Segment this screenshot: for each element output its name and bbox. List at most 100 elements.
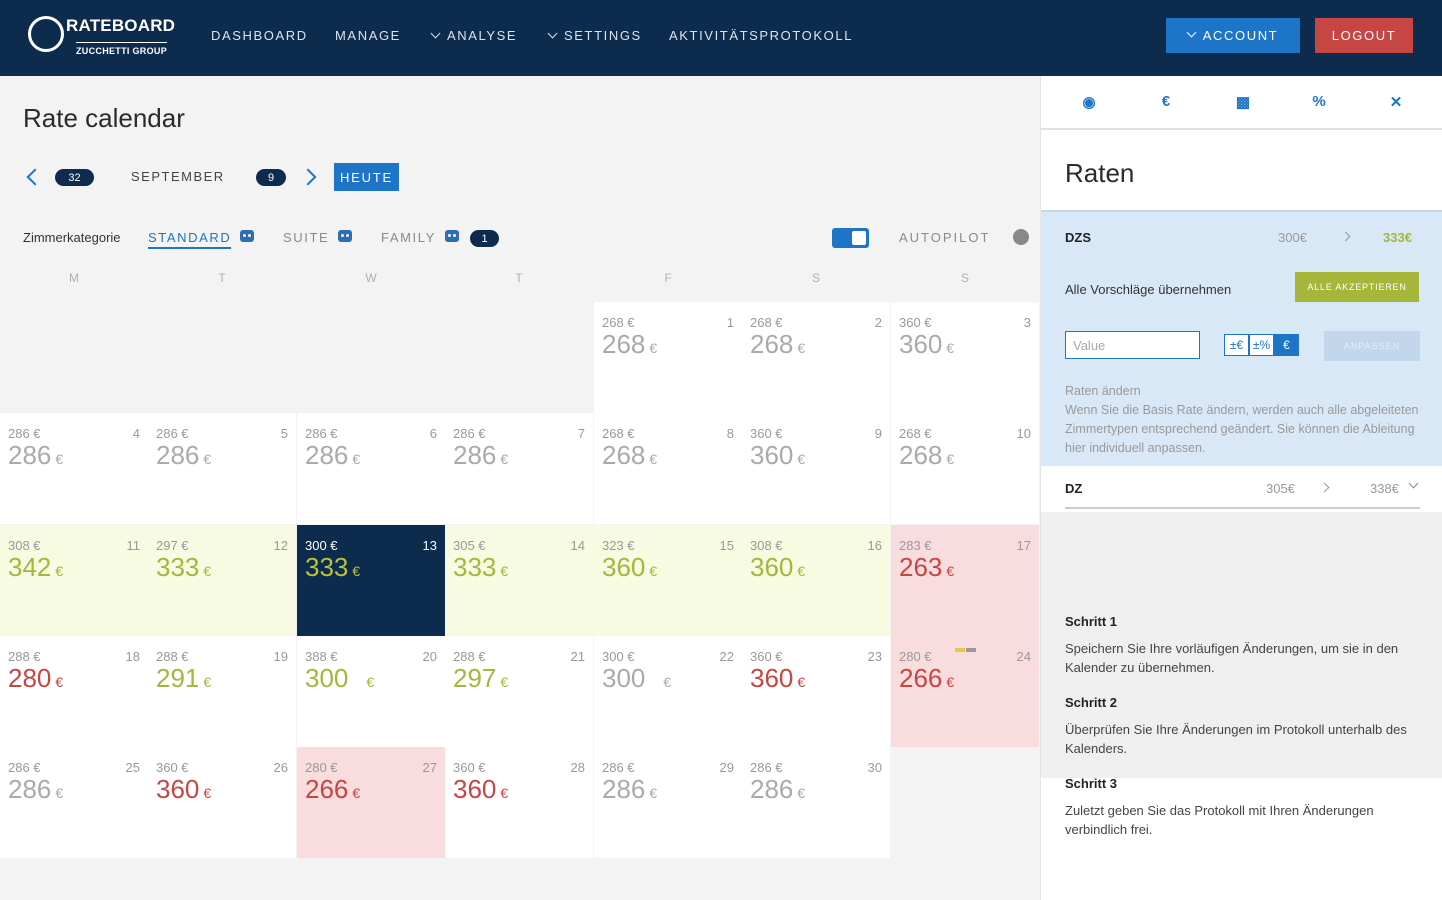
base-rate: 308 € [750, 538, 783, 553]
calendar-day-cell[interactable]: 286 €29 286 € [594, 747, 742, 858]
percent-icon[interactable]: % [1312, 93, 1326, 110]
calendar-day-cell[interactable]: 268 €2 268 € [742, 302, 890, 413]
currency-symbol: € [663, 674, 672, 690]
step-text: Überprüfen Sie Ihre Änderungen im Protok… [1065, 722, 1407, 756]
rate-value: 300 [602, 663, 646, 693]
currency-symbol: € [55, 785, 64, 801]
suggested-rate: 268 € [899, 440, 954, 471]
rate-value: 360 [899, 329, 943, 359]
calendar-day-cell[interactable]: 288 € 21 297 € [445, 636, 593, 747]
weekday-header: S [811, 271, 820, 285]
room-type-name: DZ [1065, 481, 1083, 496]
nav-analyse[interactable]: ANALYSE [430, 28, 517, 43]
calendar-day-cell[interactable]: 268 €8 268 € [594, 413, 742, 524]
accept-all-button[interactable]: ALLE AKZEPTIEREN [1295, 272, 1419, 302]
value-input[interactable] [1065, 331, 1200, 359]
nav-manage[interactable]: MANAGE [335, 28, 401, 43]
calendar-day-cell[interactable]: 286 €5 286 € [148, 413, 296, 524]
weekday-header: M [69, 271, 79, 285]
calendar-day-cell[interactable]: 280 € 27 266 € [297, 747, 445, 858]
rate-value: 268 [899, 440, 943, 470]
category-standard-tab[interactable]: STANDARD [148, 230, 232, 249]
calendar-day-cell[interactable]: 308 € 16 360 € [742, 525, 890, 636]
day-number: 9 [874, 426, 882, 441]
currency-symbol: € [797, 674, 806, 690]
calendar-day-cell[interactable]: 360 €9 360 € [742, 413, 890, 524]
calendar-day-cell[interactable]: 305 € 14 333 € [445, 525, 593, 636]
calendar-day-cell[interactable]: 288 € 19 291 € [148, 636, 296, 747]
calendar-day-cell[interactable]: 297 € 12 333 € [148, 525, 296, 636]
calendar-day-cell[interactable]: 360 €3 360 € [891, 302, 1039, 413]
rate-value: 297 [453, 663, 497, 693]
suggested-rate: 266 € [305, 774, 360, 805]
unit-plus-minus-percent[interactable]: ±% [1249, 334, 1274, 356]
currency-symbol: € [649, 785, 658, 801]
nav-activity-log[interactable]: AKTIVITÄTSPROTOKOLL [669, 28, 854, 43]
calendar-day-cell[interactable]: 360 €26 360 € [148, 747, 296, 858]
calendar-day-cell[interactable]: 286 €4 286 € [0, 413, 148, 524]
day-number: 15 [719, 538, 734, 553]
currency-symbol: € [55, 674, 64, 690]
currency-symbol: € [203, 674, 212, 690]
calendar-day-cell[interactable]: 268 €10 268 € [891, 413, 1039, 524]
base-rate: 280 € [305, 760, 338, 775]
currency-symbol: € [352, 563, 361, 579]
gear-icon[interactable] [1013, 229, 1029, 245]
chevron-down-icon [430, 28, 441, 39]
calendar-day-cell[interactable]: 268 €1 268 € [594, 302, 742, 413]
rate-value: 286 [8, 440, 52, 470]
nav-settings[interactable]: SETTINGS [547, 28, 642, 43]
rate-value: 333 [305, 552, 349, 582]
suggested-rate: 360 € [750, 552, 805, 583]
eye-icon[interactable]: ◉ [1082, 94, 1096, 111]
calendar-day-cell[interactable]: 288 € 18 280 € [0, 636, 148, 747]
suggested-rate: 360 € [750, 440, 805, 471]
calendar-day-cell[interactable]: 300 € 22 300 € [594, 636, 742, 747]
unit-euro[interactable]: € [1274, 334, 1299, 356]
steps-section: Schritt 1 Speichern Sie Ihre vorläufigen… [1041, 512, 1442, 837]
nav-dashboard[interactable]: DASHBOARD [211, 28, 308, 43]
change-rates-hint: Raten ändern Wenn Sie die Basis Rate änd… [1065, 384, 1419, 455]
today-button[interactable]: HEUTE [334, 163, 399, 191]
calendar-day-cell[interactable]: 283 € 17 263 € [891, 525, 1039, 636]
toggle-knob [852, 231, 866, 245]
category-family-tab[interactable]: FAMILY [381, 230, 436, 245]
room-type-suggested-rate: 333€ [1383, 230, 1412, 245]
rates-side-panel: ◉ € ▩ % ✕ Raten DZS 300€ 333€ Alle Vorsc… [1040, 76, 1442, 900]
unit-plus-minus-euro[interactable]: ±€ [1224, 334, 1249, 356]
calendar-day-cell[interactable]: 388 € 20 300 € [297, 636, 445, 747]
calendar-day-cell[interactable]: 286 €25 286 € [0, 747, 148, 858]
lock-icon[interactable]: ▩ [1235, 94, 1251, 111]
chevron-down-icon[interactable] [1408, 478, 1419, 489]
prev-month-arrow-icon[interactable] [26, 168, 44, 186]
calendar-day-cell[interactable]: 286 €7 286 € [445, 413, 593, 524]
day-number: 24 [1016, 649, 1031, 664]
currency-symbol: € [203, 785, 212, 801]
logout-button[interactable]: LOGOUT [1315, 18, 1413, 53]
account-button[interactable]: ACCOUNT [1166, 18, 1300, 53]
suggested-rate: 286 € [156, 440, 211, 471]
calendar-day-cell[interactable]: 308 € 11 342 € [0, 525, 148, 636]
calendar-day-cell-selected[interactable]: 300 € 13 333 € [297, 525, 445, 636]
close-icon[interactable]: ✕ [1389, 94, 1403, 111]
room-type-base-rate: 300€ [1278, 230, 1307, 245]
calendar-day-cell[interactable]: 280 € 24 266 € [891, 636, 1039, 747]
autopilot-toggle[interactable] [832, 228, 869, 248]
calendar-day-cell[interactable]: 323 € 15 360 € [594, 525, 742, 636]
base-rate: 268 € [750, 315, 783, 330]
next-month-arrow-icon[interactable] [299, 168, 317, 186]
calendar-day-cell[interactable]: 286 €6 286 € [297, 413, 445, 524]
calendar-day-cell[interactable]: 286 €30 286 € [742, 747, 890, 858]
calendar-day-cell[interactable]: 360 €23 360 € [742, 636, 890, 747]
base-rate: 300 € [305, 538, 338, 553]
base-rate: 288 € [453, 649, 486, 664]
category-suite-tab[interactable]: SUITE [283, 230, 330, 245]
next-week-badge: 9 [256, 169, 286, 186]
dz-room-type-row[interactable]: DZ 305€ 338€ [1041, 466, 1442, 512]
suggested-rate: 286 € [750, 774, 805, 805]
euro-icon[interactable]: € [1161, 93, 1171, 110]
adjust-button[interactable]: ANPASSEN [1324, 331, 1420, 361]
calendar-day-cell[interactable]: 360 €28 360 € [445, 747, 593, 858]
rate-value: 360 [750, 440, 794, 470]
rateboard-logo[interactable]: RATEBOARD ZUCCHETTI GROUP [28, 14, 178, 60]
